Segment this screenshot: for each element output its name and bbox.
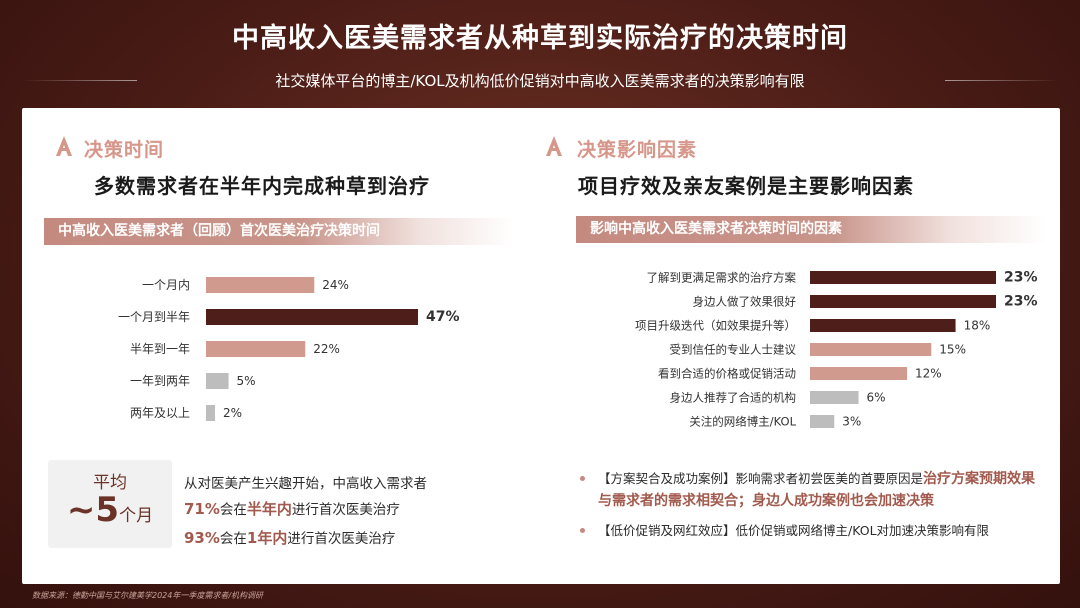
- bar: [810, 271, 996, 284]
- summary-line-3: 93%会在1年内进行首次医美治疗: [184, 527, 395, 548]
- summary-text: 会在: [219, 531, 247, 547]
- category-label: 了解到更满足需求的治疗方案: [647, 271, 797, 285]
- summary-text: 会在: [219, 502, 247, 518]
- category-label: 受到信任的专业人士建议: [670, 343, 797, 357]
- right-headline: 项目疗效及亲友案例是主要影响因素: [578, 174, 914, 198]
- bar: [206, 341, 306, 357]
- category-label: 两年及以上: [130, 406, 190, 420]
- right-chart-banner: 影响中高收入医美需求者决策时间的因素: [576, 216, 1046, 243]
- value-label: 23%: [1004, 270, 1038, 286]
- category-label: 关注的网络博主/KOL: [689, 415, 796, 429]
- category-label: 一个月到半年: [118, 310, 190, 324]
- bullet-tag: 【低价促销及网红效应】: [598, 523, 736, 538]
- bullet-tag: 【方案契合及成功案例】: [598, 471, 736, 486]
- category-label: 一个月内: [142, 278, 190, 292]
- bullet-item-1: 【方案契合及成功案例】影响需求者初尝医美的首要原因是治疗方案预期效果与需求者的需…: [578, 468, 1046, 512]
- category-label: 身边人做了效果很好: [693, 295, 797, 309]
- title-divider-left: [22, 80, 137, 81]
- value-label: 2%: [223, 406, 242, 420]
- bar: [206, 405, 216, 421]
- value-label: 3%: [842, 415, 861, 429]
- summary-emphasis: 半年内: [246, 500, 292, 518]
- bullet-text: 影响需求者初尝医美的首要原因是: [735, 471, 924, 486]
- bar: [810, 415, 835, 428]
- value-label: 15%: [939, 343, 966, 357]
- average-value: ~5个月: [48, 490, 172, 530]
- bar: [206, 277, 315, 293]
- bar: [810, 319, 956, 332]
- summary-pct-71: 71%: [184, 500, 220, 518]
- category-label: 半年到一年: [130, 342, 190, 356]
- page-title: 中高收入医美需求者从种草到实际治疗的决策时间: [232, 23, 848, 54]
- value-label: 18%: [964, 319, 991, 333]
- bar: [206, 373, 229, 389]
- content-card: 决策时间 多数需求者在半年内完成种草到治疗 中高收入医美需求者（回顾）首次医美治…: [22, 108, 1060, 584]
- value-label: 47%: [426, 309, 460, 325]
- value-label: 24%: [322, 278, 349, 292]
- brand-a-icon: [546, 136, 562, 156]
- value-label: 12%: [915, 367, 942, 381]
- bar: [810, 295, 996, 308]
- category-label: 身边人推荐了合适的机构: [670, 391, 797, 405]
- source-note: 数据来源：德勤中国与艾尔建美学2024年一季度需求者/机构调研: [32, 591, 264, 600]
- summary-line-2: 71%会在半年内进行首次医美治疗: [184, 498, 400, 519]
- bar: [810, 343, 932, 356]
- title-divider-right: [945, 80, 1060, 81]
- value-label: 5%: [237, 374, 256, 388]
- bullet-item-2: 【低价促销及网红效应】低价促销或网络博主/KOL对加速决策影响有限: [578, 520, 1046, 542]
- bar: [810, 367, 908, 380]
- bullet-dot: [580, 528, 585, 533]
- average-number: ~5: [66, 490, 120, 530]
- bar: [810, 391, 859, 404]
- left-section-title: 决策时间: [84, 139, 165, 161]
- category-label: 项目升级迭代（如效果提升等）: [635, 319, 796, 333]
- summary-line-1: 从对医美产生兴趣开始，中高收入需求者: [184, 476, 427, 492]
- brand-a-icon: [56, 136, 72, 156]
- decision-time-chart: 一个月内 24% 一个月到半年 47% 半年到一年 22% 一年到两年 5% 两年及以上 2%: [118, 277, 460, 421]
- decision-factors-chart: 了解到更满足需求的治疗方案 23% 身边人做了效果很好 23% 项目升级迭代（如效果提升…: [635, 270, 1038, 429]
- summary-pct-93: 93%: [184, 529, 220, 547]
- category-label: 看到合适的价格或促销活动: [658, 367, 796, 381]
- value-label: 22%: [313, 342, 340, 356]
- value-label: 6%: [867, 391, 886, 405]
- average-unit: 个月: [119, 506, 154, 526]
- summary-text: 进行首次医美治疗: [291, 502, 400, 518]
- right-section-title: 决策影响因素: [577, 139, 698, 161]
- bullet-highlight: 治疗方案预期效果与需求者的需求相契合；身边人成功案例也会加速决策: [598, 471, 1036, 509]
- category-label: 一年到两年: [130, 374, 190, 388]
- left-headline: 多数需求者在半年内完成种草到治疗: [94, 174, 430, 198]
- summary-emphasis: 1年内: [246, 529, 288, 547]
- average-box: 平均 ~5个月: [48, 460, 172, 548]
- bullet-dot: [580, 476, 585, 481]
- bar: [206, 309, 418, 325]
- average-label: 平均: [93, 473, 127, 493]
- summary-text: 进行首次医美治疗: [287, 531, 396, 547]
- left-chart-banner: 中高收入医美需求者（回顾）首次医美治疗决策时间: [44, 218, 514, 245]
- value-label: 23%: [1004, 294, 1038, 310]
- page-subtitle: 社交媒体平台的博主/KOL及机构低价促销对中高收入医美需求者的决策影响有限: [275, 72, 805, 90]
- bullet-text: 低价促销或网络博主/KOL对加速决策影响有限: [735, 523, 990, 538]
